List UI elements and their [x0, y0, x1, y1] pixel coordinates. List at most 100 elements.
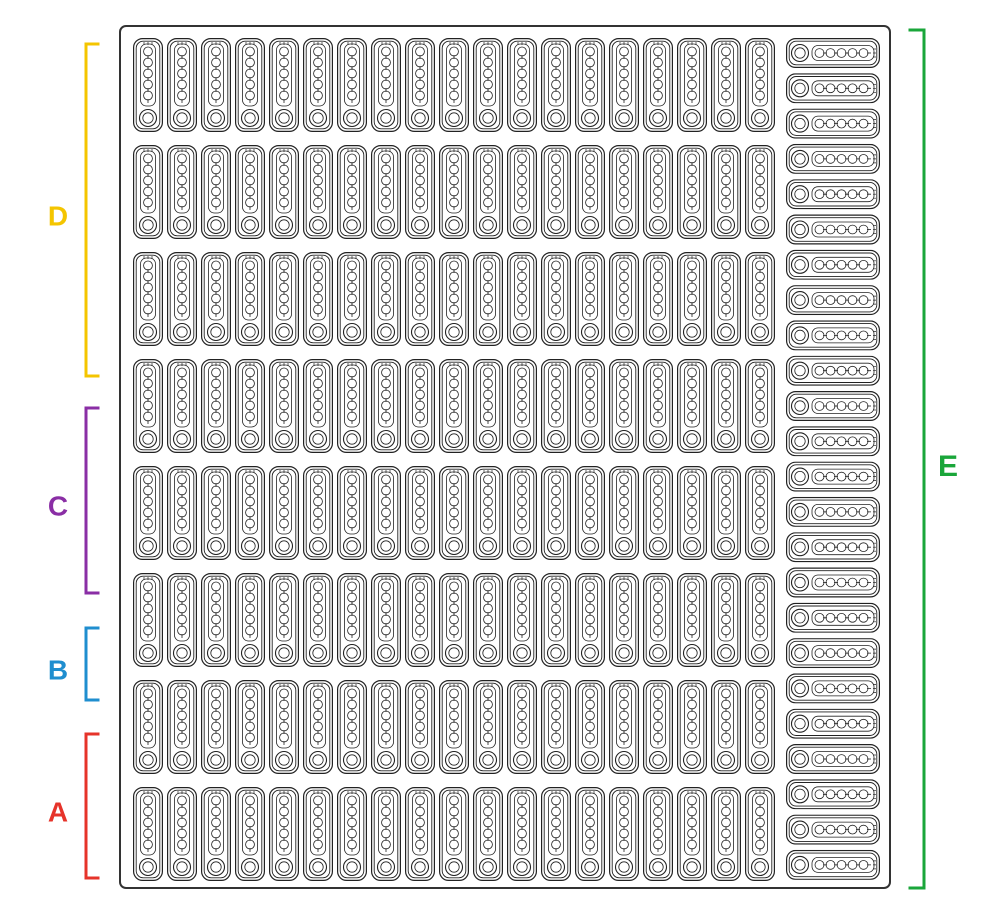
module-vertical	[576, 574, 605, 667]
module-vertical	[712, 39, 741, 132]
module-vertical	[270, 146, 299, 239]
module-vertical	[372, 681, 401, 774]
module-horizontal	[787, 74, 880, 103]
module-horizontal	[787, 427, 880, 456]
module-vertical	[542, 146, 571, 239]
module-vertical	[338, 681, 367, 774]
module-vertical	[712, 681, 741, 774]
module-vertical	[508, 788, 537, 881]
module-vertical	[474, 788, 503, 881]
module-vertical	[406, 146, 435, 239]
module-horizontal	[787, 215, 880, 244]
module-vertical	[644, 360, 673, 453]
module-vertical	[168, 253, 197, 346]
module-vertical	[202, 253, 231, 346]
module-vertical	[610, 39, 639, 132]
module-vertical	[168, 788, 197, 881]
module-vertical	[508, 253, 537, 346]
module-vertical	[678, 681, 707, 774]
module-vertical	[168, 467, 197, 560]
module-vertical	[236, 253, 265, 346]
module-vertical	[304, 39, 333, 132]
module-vertical	[508, 146, 537, 239]
module-vertical	[508, 39, 537, 132]
module-vertical	[542, 253, 571, 346]
module-vertical	[746, 574, 775, 667]
module-vertical	[236, 788, 265, 881]
module-vertical	[406, 253, 435, 346]
module-vertical	[712, 146, 741, 239]
module-vertical	[746, 253, 775, 346]
module-vertical	[644, 788, 673, 881]
module-vertical	[236, 681, 265, 774]
module-vertical	[202, 574, 231, 667]
module-vertical	[270, 681, 299, 774]
module-vertical	[202, 360, 231, 453]
module-horizontal	[787, 498, 880, 527]
module-vertical	[338, 253, 367, 346]
module-vertical	[134, 146, 163, 239]
module-horizontal	[787, 533, 880, 562]
module-vertical	[576, 360, 605, 453]
module-vertical	[440, 146, 469, 239]
module-vertical	[372, 788, 401, 881]
module-vertical	[202, 788, 231, 881]
module-vertical	[168, 39, 197, 132]
module-vertical	[576, 146, 605, 239]
module-vertical	[440, 574, 469, 667]
module-vertical	[474, 253, 503, 346]
module-vertical	[610, 146, 639, 239]
module-vertical	[678, 467, 707, 560]
module-vertical	[134, 574, 163, 667]
module-vertical	[270, 39, 299, 132]
module-vertical	[678, 788, 707, 881]
module-vertical	[338, 574, 367, 667]
module-horizontal	[787, 356, 880, 385]
module-horizontal	[787, 709, 880, 738]
bracket-label-e: E	[938, 450, 958, 483]
module-vertical	[440, 253, 469, 346]
module-vertical	[712, 574, 741, 667]
module-vertical	[644, 681, 673, 774]
module-horizontal	[787, 321, 880, 350]
module-vertical	[304, 253, 333, 346]
module-vertical	[134, 467, 163, 560]
module-vertical	[474, 681, 503, 774]
module-vertical	[610, 253, 639, 346]
module-horizontal	[787, 286, 880, 315]
module-horizontal	[787, 745, 880, 774]
module-vertical	[610, 467, 639, 560]
module-vertical	[168, 574, 197, 667]
module-horizontal	[787, 674, 880, 703]
bracket-label-a: A	[48, 796, 68, 827]
module-vertical	[542, 39, 571, 132]
diagram-canvas: DCBAE	[0, 0, 1000, 916]
module-vertical	[542, 681, 571, 774]
module-vertical	[576, 788, 605, 881]
bracket-label-d: D	[48, 200, 68, 231]
module-vertical	[508, 467, 537, 560]
module-vertical	[746, 467, 775, 560]
module-vertical	[542, 360, 571, 453]
module-vertical	[712, 360, 741, 453]
module-vertical	[236, 360, 265, 453]
module-horizontal	[787, 780, 880, 809]
module-vertical	[712, 788, 741, 881]
module-vertical	[406, 681, 435, 774]
module-vertical	[134, 681, 163, 774]
module-vertical	[202, 681, 231, 774]
module-horizontal	[787, 639, 880, 668]
module-vertical	[644, 574, 673, 667]
module-horizontal	[787, 145, 880, 174]
module-vertical	[134, 360, 163, 453]
module-vertical	[406, 467, 435, 560]
module-vertical	[168, 681, 197, 774]
module-vertical	[236, 467, 265, 560]
module-vertical	[474, 360, 503, 453]
module-vertical	[644, 39, 673, 132]
module-vertical	[508, 574, 537, 667]
module-vertical	[508, 681, 537, 774]
module-vertical	[304, 681, 333, 774]
module-horizontal	[787, 180, 880, 209]
module-vertical	[406, 788, 435, 881]
